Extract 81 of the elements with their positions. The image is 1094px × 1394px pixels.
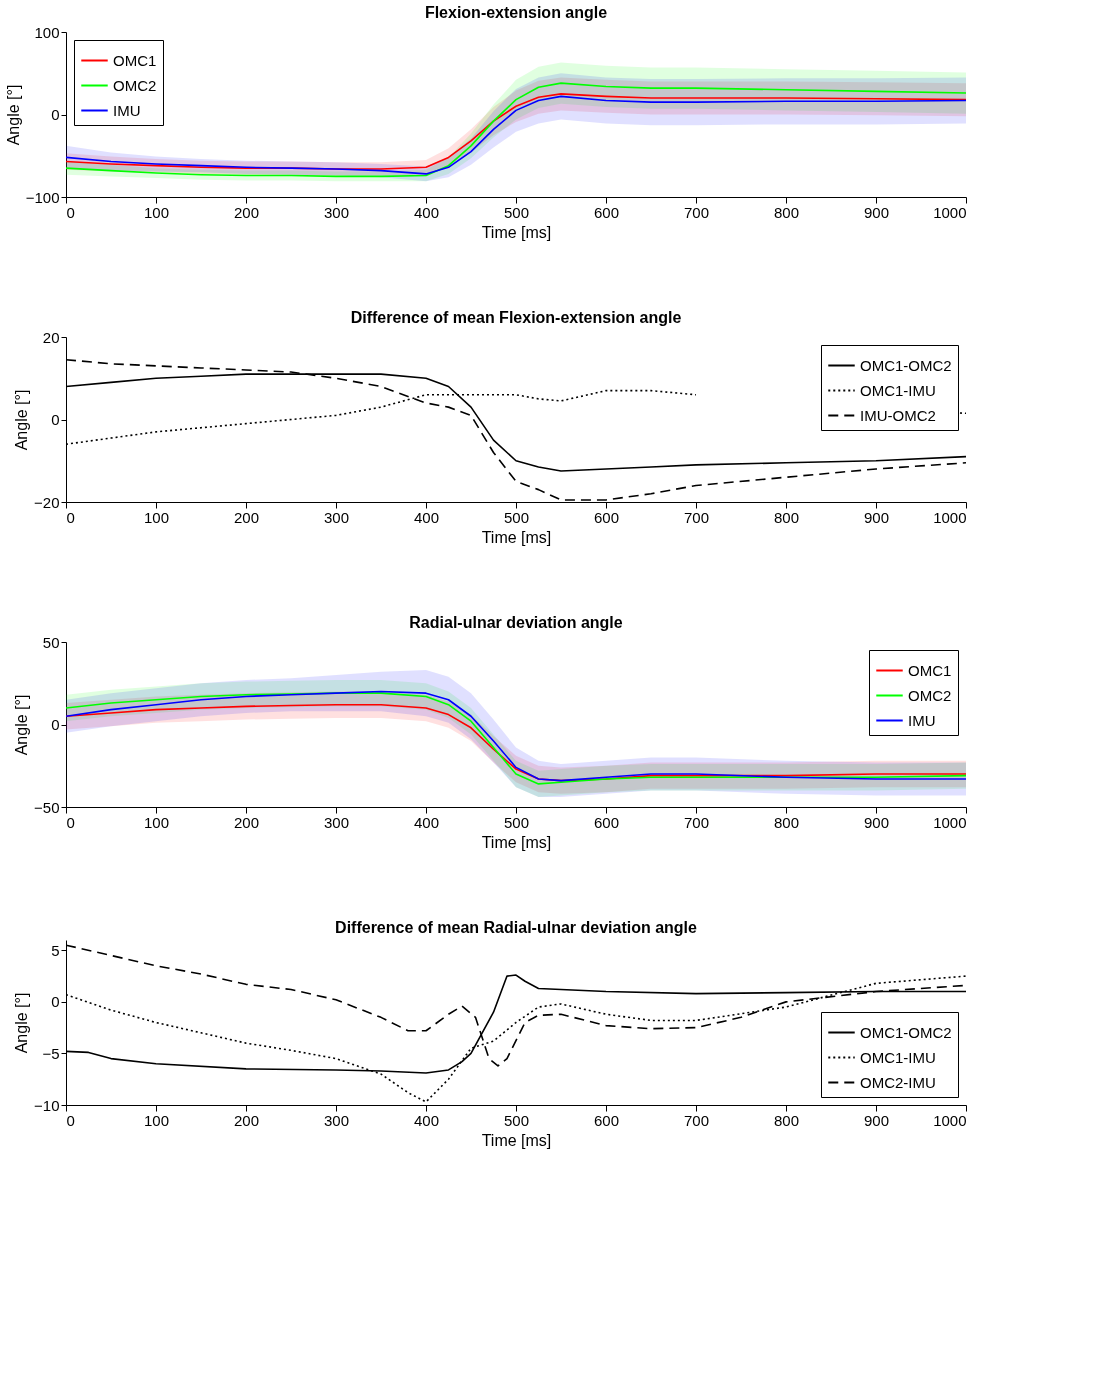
x-tick-label: 700 [683,813,710,831]
x-axis-title: Time [ms] [481,528,552,546]
x-tick-label: 900 [863,508,890,526]
legend-label: OMC1-OMC2 [860,1023,952,1041]
x-tick-label: 400 [413,813,440,831]
y-tick-label: 0 [51,106,60,123]
y-axis-title: Angle [°] [13,389,31,451]
x-tick-label: 400 [413,1111,440,1129]
y-tick-label: −100 [25,188,60,206]
chart-title: Radial-ulnar deviation angle [409,614,623,631]
x-tick-label: 1000 [933,508,967,526]
x-tick-label: 0 [66,813,75,831]
y-tick-label: 0 [51,993,60,1011]
x-tick-label: 1000 [933,1111,967,1129]
legend-label: OMC2-IMU [860,1073,936,1091]
x-tick-label: 500 [503,813,530,831]
x-tick-label: 800 [773,508,800,526]
x-tick-label: 700 [683,508,710,526]
legend-label: OMC1 [908,661,952,679]
legend-label: OMC1-IMU [860,1048,936,1066]
x-tick-label: 200 [233,813,260,831]
x-tick-label: 400 [413,203,440,221]
x-tick-label: 600 [593,203,620,221]
x-tick-label: 400 [413,508,440,526]
x-tick-label: 200 [233,203,260,221]
x-tick-label: 900 [863,203,890,221]
y-axis-title: Angle [°] [4,84,22,146]
legend-label: IMU-OMC2 [860,406,936,424]
x-axis-title: Time [ms] [481,1131,552,1149]
x-tick-label: 1000 [933,813,967,831]
x-tick-label: 600 [593,813,620,831]
legend-label: OMC2 [113,76,157,94]
legend-label: OMC1-OMC2 [860,356,952,374]
y-tick-label: 100 [34,23,60,41]
x-tick-label: 600 [593,508,620,526]
legend-label: OMC1 [113,51,157,69]
x-tick-label: 100 [143,1111,170,1129]
y-tick-label: 50 [42,633,60,651]
y-tick-label: 0 [51,411,60,428]
y-tick-label: −50 [34,798,60,816]
x-tick-label: 300 [323,508,350,526]
legend-label: IMU [113,101,141,119]
x-tick-label: 800 [773,203,800,221]
x-tick-label: 900 [863,813,890,831]
x-tick-label: 700 [683,1111,710,1129]
y-tick-label: −20 [34,493,60,511]
x-tick-label: 300 [323,203,350,221]
x-tick-label: 300 [323,1111,350,1129]
chart-title: Flexion-extension angle [424,4,608,21]
x-tick-label: 100 [143,508,170,526]
y-tick-label: −10 [34,1096,60,1114]
x-tick-label: 500 [503,1111,530,1129]
y-axis-title: Angle [°] [13,694,31,756]
x-tick-label: 100 [143,203,170,221]
y-tick-label: 20 [42,328,60,346]
y-tick-label: 5 [51,941,60,959]
legend-label: OMC2 [908,686,952,704]
chart-title: Difference of mean Radial-ulnar deviation angle [335,919,698,936]
x-axis-title: Time [ms] [481,833,552,851]
x-tick-label: 200 [233,508,260,526]
x-tick-label: 800 [773,813,800,831]
x-tick-label: 900 [863,1111,890,1129]
chart-title: Difference of mean Flexion-extension angle [350,309,682,326]
x-tick-label: 500 [503,508,530,526]
x-tick-label: 0 [66,508,75,526]
x-tick-label: 200 [233,1111,260,1129]
legend-label: OMC1-IMU [860,381,936,399]
y-tick-label: 0 [51,716,60,733]
x-tick-label: 500 [503,203,530,221]
x-tick-label: 600 [593,1111,620,1129]
x-tick-label: 800 [773,1111,800,1129]
legend-label: IMU [908,711,936,729]
x-tick-label: 100 [143,813,170,831]
y-axis-title: Angle [°] [13,992,31,1054]
x-tick-label: 0 [66,203,75,221]
x-tick-label: 1000 [933,203,967,221]
y-tick-label: −5 [42,1044,60,1062]
x-tick-label: 700 [683,203,710,221]
x-axis-title: Time [ms] [481,223,552,241]
x-tick-label: 300 [323,813,350,831]
x-tick-label: 0 [66,1111,75,1129]
